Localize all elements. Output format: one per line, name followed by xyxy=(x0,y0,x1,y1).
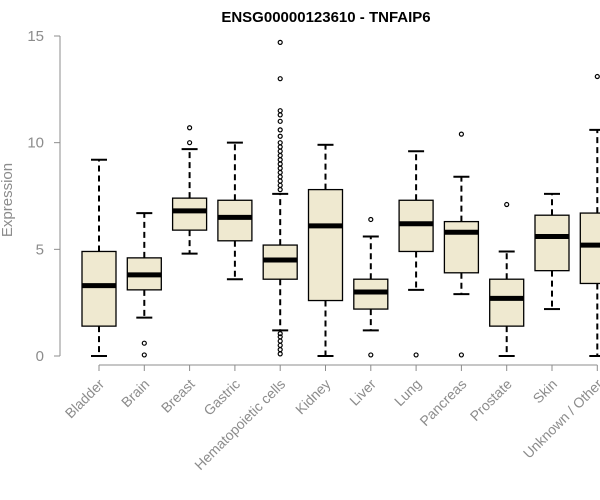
box-iqr xyxy=(534,214,570,272)
y-tick-label: 5 xyxy=(36,241,44,258)
box-prostate xyxy=(489,201,525,357)
outlier-point xyxy=(277,334,283,340)
outlier-point xyxy=(277,182,283,188)
box-lung xyxy=(398,150,434,358)
box-skin xyxy=(534,192,570,311)
y-axis-label: Expression xyxy=(0,163,16,237)
outlier-point xyxy=(277,118,283,124)
outlier-point xyxy=(141,340,147,346)
outlier-point xyxy=(277,39,283,46)
box-bladder xyxy=(81,158,117,357)
outlier-point xyxy=(458,131,464,137)
box-iqr xyxy=(307,188,344,302)
outlier-point xyxy=(277,178,283,184)
outlier-point xyxy=(187,140,193,146)
box-iqr xyxy=(81,250,117,327)
box-iqr xyxy=(217,199,253,242)
box-gastric xyxy=(217,141,253,281)
x-tick-label: Liver xyxy=(346,376,379,409)
y-tick-label: 10 xyxy=(27,135,44,152)
outlier-point xyxy=(277,187,283,193)
outlier-point xyxy=(277,169,283,176)
box-iqr xyxy=(579,212,600,285)
outlier-point xyxy=(504,201,510,208)
box-iqr xyxy=(443,220,480,274)
x-tick-label: Breast xyxy=(158,376,198,416)
outlier-point xyxy=(277,127,283,133)
outlier-point xyxy=(594,73,600,80)
outlier-point xyxy=(413,352,419,358)
outlier-point xyxy=(277,144,283,150)
x-tick-label: Lung xyxy=(391,376,424,409)
outlier-point xyxy=(277,157,283,163)
outlier-point xyxy=(277,148,283,154)
outlier-point xyxy=(277,165,283,171)
outlier-point xyxy=(458,352,464,358)
outlier-point xyxy=(277,338,283,344)
outlier-point xyxy=(277,347,283,353)
outlier-point xyxy=(187,125,193,131)
x-tick-label: Bladder xyxy=(62,376,108,422)
x-tick-label: Pancreas xyxy=(416,376,469,429)
boxes-layer xyxy=(81,39,600,358)
outlier-point xyxy=(277,76,283,82)
box-iqr xyxy=(171,197,208,231)
outlier-point xyxy=(277,331,283,337)
outlier-point xyxy=(277,112,283,118)
outlier-point xyxy=(141,352,147,358)
outlier-point xyxy=(277,152,283,159)
y-tick-label: 15 xyxy=(27,28,44,45)
outlier-point xyxy=(277,108,283,114)
outlier-point xyxy=(277,351,283,357)
outlier-point xyxy=(368,216,374,223)
box-pancreas xyxy=(443,131,480,358)
box-iqr xyxy=(489,278,525,327)
outlier-point xyxy=(277,174,283,180)
outlier-point xyxy=(277,342,283,348)
y-axis: 0 5 10 15 xyxy=(27,28,61,365)
x-tick-label: Brain xyxy=(118,376,152,410)
box-liver xyxy=(353,216,389,358)
x-tick-label: Kidney xyxy=(292,376,334,418)
x-tick-label: Gastric xyxy=(200,376,243,419)
box-brain xyxy=(126,212,162,358)
outlier-point xyxy=(277,140,283,146)
outlier-point xyxy=(368,352,374,358)
x-tick-label: Unknown / Other xyxy=(520,376,600,462)
box-hematopoietic-cells xyxy=(262,39,298,357)
x-tick-label: Prostate xyxy=(467,376,515,424)
chart-title: ENSG00000123610 - TNFAIP6 xyxy=(221,9,430,26)
y-tick-label: 0 xyxy=(36,348,44,365)
box-unknown-other xyxy=(579,73,600,357)
box-breast xyxy=(171,125,208,255)
outlier-point xyxy=(277,133,283,139)
box-kidney xyxy=(307,143,344,357)
x-tick-label: Skin xyxy=(530,376,561,407)
outlier-point xyxy=(277,161,283,167)
